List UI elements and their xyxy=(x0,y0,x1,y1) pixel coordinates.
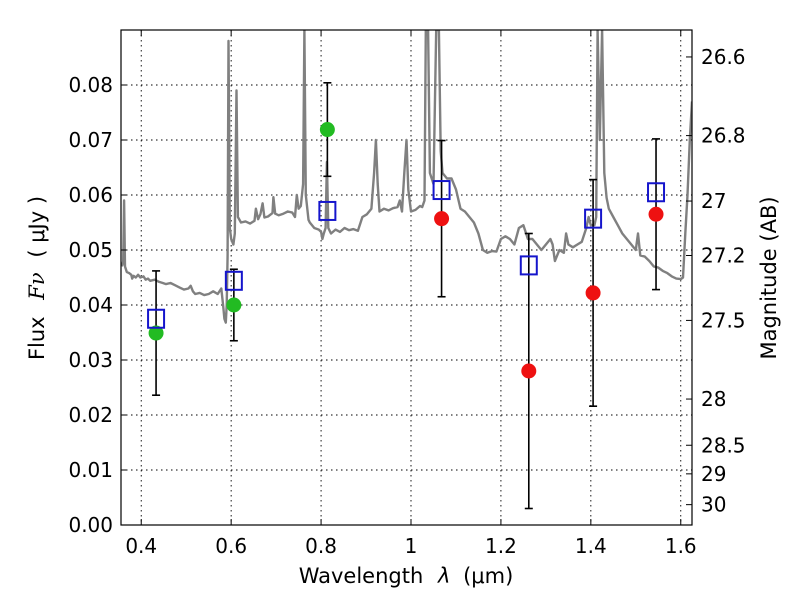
x-tick-label: 0.8 xyxy=(305,534,337,558)
x-tick-label: 1.4 xyxy=(575,534,607,558)
grid xyxy=(121,30,692,526)
x-axis-title: Wavelength λ (μm) xyxy=(299,564,514,588)
y-tick-label: 0.03 xyxy=(68,348,113,372)
y-tick-label: 0.00 xyxy=(68,513,113,537)
y2-tick-label: 28 xyxy=(701,387,726,411)
y-axis-title-fnu: Fν xyxy=(25,272,49,301)
y-axis-title-main: Flux xyxy=(25,316,49,360)
y-tick-label: 0.07 xyxy=(68,128,113,152)
y2-tick-label: 29 xyxy=(701,462,726,486)
ticks: 0.4 0.6 0.8 1 1.2 1.4 1.6 0.00 0.01 0.02 0.03 0.04 0… xyxy=(68,30,746,558)
data-point xyxy=(648,206,664,222)
plot-frame xyxy=(120,29,693,526)
y2-tick-label: 27.2 xyxy=(701,244,746,268)
data-point xyxy=(148,325,164,341)
y-tick-label: 0.06 xyxy=(68,183,113,207)
photometry-points xyxy=(147,82,666,510)
spectrum-line xyxy=(121,30,692,324)
y2-axis-title: Magnitude (AB) xyxy=(757,196,781,359)
data-point xyxy=(226,297,242,313)
x-tick-label: 1 xyxy=(405,534,418,558)
model-point xyxy=(584,208,603,229)
y2-tick-label: 30 xyxy=(701,493,726,517)
data-point xyxy=(434,211,450,227)
y2-tick-label: 28.5 xyxy=(701,433,746,457)
data-point xyxy=(319,122,335,138)
y2-tick-label: 26.6 xyxy=(701,45,746,69)
x-tick-label: 1.6 xyxy=(665,534,697,558)
y2-tick-label: 27 xyxy=(701,189,726,213)
model-point xyxy=(147,308,166,329)
x-tick-label: 0.6 xyxy=(215,534,247,558)
y2-tick-label: 27.5 xyxy=(701,308,746,332)
model-point xyxy=(432,180,451,201)
x-axis-title-unit: (μm) xyxy=(463,564,513,588)
y-tick-label: 0.08 xyxy=(68,73,113,97)
y-tick-label: 0.04 xyxy=(68,293,113,317)
y-axis-title: Flux Fν ( μJy ) xyxy=(25,196,49,360)
spectrum-series xyxy=(121,30,692,324)
y2-tick-label: 26.8 xyxy=(701,124,746,148)
model-point xyxy=(647,182,666,203)
y-axis-title-unit: ( μJy ) xyxy=(25,196,49,258)
model-point xyxy=(224,270,243,291)
y-tick-label: 0.05 xyxy=(68,238,113,262)
data-point xyxy=(521,363,537,379)
model-point xyxy=(318,200,337,221)
y-tick-label: 0.01 xyxy=(68,458,113,482)
x-tick-label: 1.2 xyxy=(485,534,517,558)
x-axis-title-lambda: λ xyxy=(437,564,450,588)
x-axis-title-main: Wavelength xyxy=(299,564,424,588)
y-tick-label: 0.02 xyxy=(68,403,113,427)
data-point xyxy=(585,285,601,301)
x-tick-label: 0.4 xyxy=(125,534,157,558)
model-point xyxy=(519,255,538,276)
